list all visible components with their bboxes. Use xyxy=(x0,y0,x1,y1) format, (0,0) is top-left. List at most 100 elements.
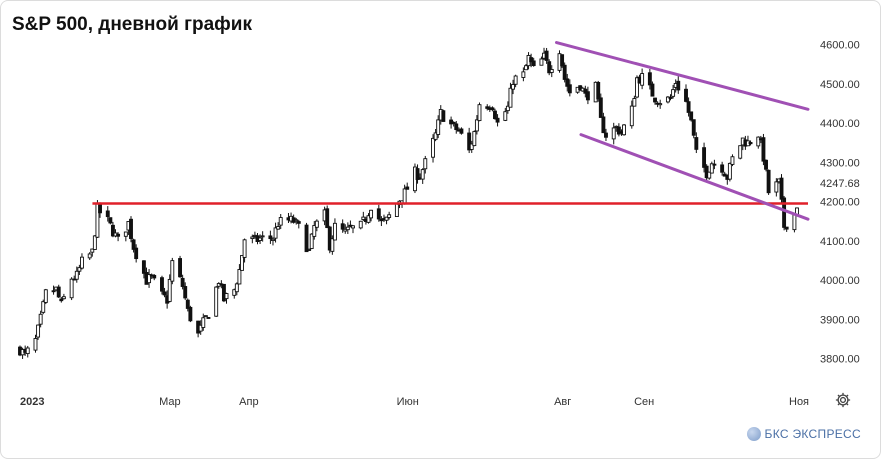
candle xyxy=(250,234,255,244)
candle-body xyxy=(80,256,84,269)
candle xyxy=(668,94,673,101)
candle xyxy=(495,114,500,127)
candle-body xyxy=(761,137,766,162)
candle-body xyxy=(511,84,515,90)
candle xyxy=(325,205,330,229)
y-tick-label: 3800.00 xyxy=(820,354,860,366)
candle xyxy=(712,159,717,170)
candle xyxy=(665,96,670,104)
candle-body xyxy=(296,221,301,224)
candle xyxy=(738,145,743,160)
candle-body xyxy=(451,121,456,124)
candle xyxy=(307,248,312,251)
candle-body xyxy=(720,164,725,173)
candle-body xyxy=(560,54,565,67)
candle-body xyxy=(167,278,172,302)
candle xyxy=(178,255,182,278)
candle-body xyxy=(601,116,606,134)
candle-body xyxy=(268,235,273,240)
candle xyxy=(622,123,626,136)
candle-body xyxy=(206,317,211,319)
candle xyxy=(206,317,211,319)
candle xyxy=(61,293,66,300)
candle xyxy=(90,248,95,257)
candle xyxy=(601,112,606,134)
candles xyxy=(18,47,799,359)
candle xyxy=(513,74,518,88)
candle-body xyxy=(273,227,278,239)
candle xyxy=(583,85,588,98)
candle-body xyxy=(423,158,428,170)
candle-body xyxy=(332,222,337,241)
candle xyxy=(604,128,608,141)
y-tick-label: 4000.00 xyxy=(820,275,860,287)
candle xyxy=(152,274,157,281)
candle xyxy=(203,315,208,318)
gear-icon[interactable] xyxy=(834,391,852,409)
candle-body xyxy=(394,203,399,217)
candle xyxy=(505,101,510,114)
candle-body xyxy=(684,88,688,102)
candle-body xyxy=(131,239,136,250)
candle-body xyxy=(467,132,472,151)
logo-mark-icon xyxy=(746,427,761,441)
candle xyxy=(676,76,681,94)
y-tick-label: 4500.00 xyxy=(820,79,860,91)
candle xyxy=(727,162,732,182)
candle-body xyxy=(402,188,407,204)
candle-body xyxy=(756,136,761,147)
candle xyxy=(640,68,645,90)
x-tick-label: Ноя xyxy=(789,396,809,408)
candle xyxy=(415,164,420,184)
candle-body xyxy=(694,137,699,150)
candle-body xyxy=(459,128,464,134)
x-tick-label: Июн xyxy=(397,396,419,408)
candle-body xyxy=(544,50,549,61)
candle-body xyxy=(221,283,226,302)
candle xyxy=(105,206,110,222)
candle-body xyxy=(59,298,64,302)
candle xyxy=(162,287,167,298)
last-price-label: 4247.68 xyxy=(820,178,860,190)
candle xyxy=(160,275,164,295)
candle-body xyxy=(369,209,374,219)
candle xyxy=(108,217,113,225)
chart-title: S&P 500, дневной график xyxy=(12,14,252,35)
candle-body xyxy=(260,235,265,238)
candle xyxy=(702,142,707,173)
candle xyxy=(431,134,435,163)
candle xyxy=(180,274,185,290)
candle xyxy=(276,222,281,230)
candle-body xyxy=(258,237,263,241)
candle-body xyxy=(774,181,779,193)
candle-body xyxy=(152,274,157,279)
candle xyxy=(345,222,350,235)
candle xyxy=(147,269,152,288)
candle xyxy=(198,320,203,335)
candle-body xyxy=(214,286,219,317)
candle xyxy=(766,169,771,195)
trend-lines xyxy=(92,41,810,221)
candle xyxy=(694,132,699,154)
candle-body xyxy=(477,104,482,122)
candle-body xyxy=(622,124,626,136)
candle xyxy=(141,260,146,279)
candle xyxy=(508,82,513,108)
candle-body xyxy=(779,177,784,200)
candle xyxy=(188,305,193,323)
candle-body xyxy=(689,111,694,121)
candle-body xyxy=(513,75,518,85)
y-axis: 4600.00 4500.00 4400.00 4300.00 4200.00 4100.… xyxy=(820,40,860,366)
candle-body xyxy=(676,80,681,91)
candle xyxy=(709,161,714,174)
candle-body xyxy=(87,253,92,259)
candle-body xyxy=(147,274,152,284)
candle xyxy=(686,97,691,117)
candle-body xyxy=(141,260,146,274)
candle-body xyxy=(668,97,673,99)
candle xyxy=(782,195,787,231)
candle xyxy=(720,161,725,176)
candle-body xyxy=(490,107,495,111)
y-tick-label: 4300.00 xyxy=(820,157,860,169)
